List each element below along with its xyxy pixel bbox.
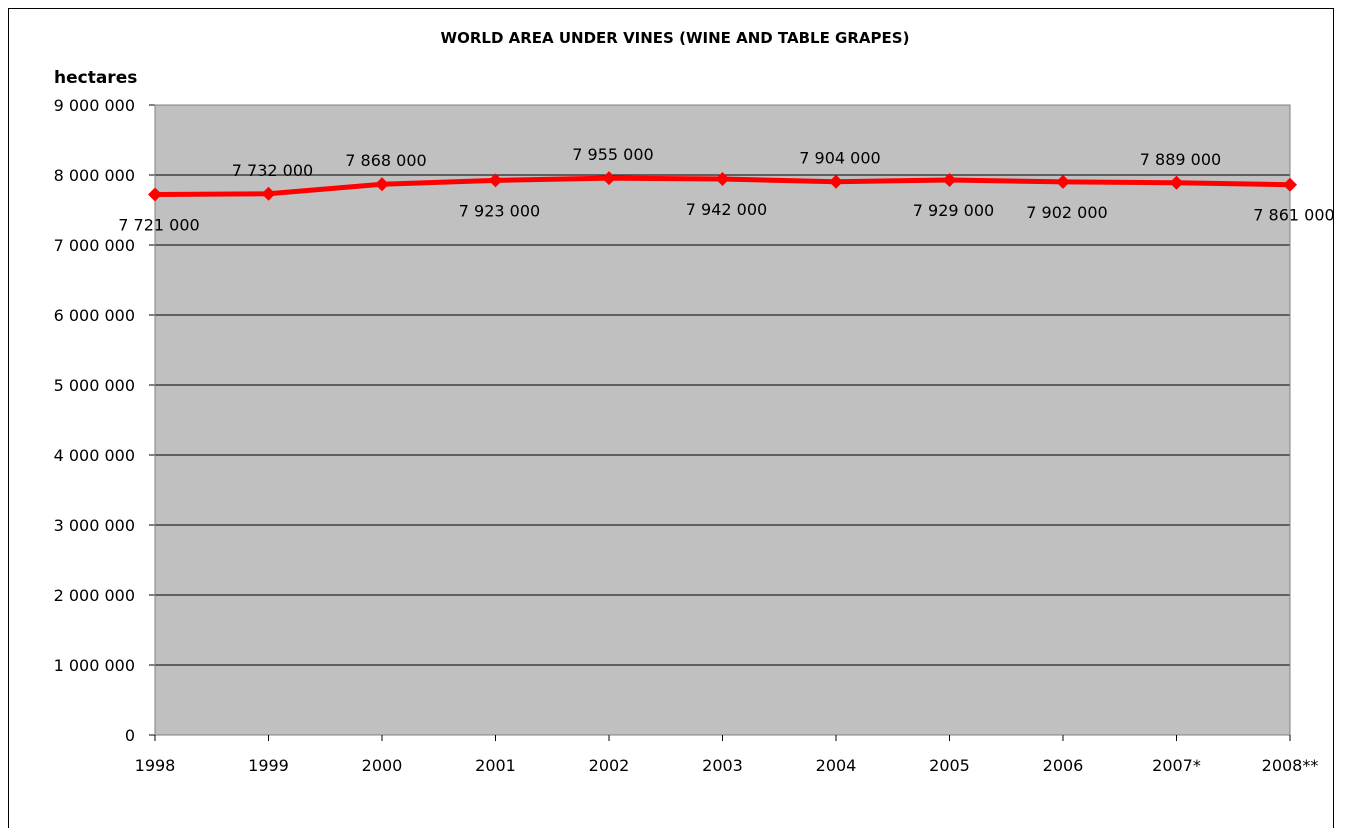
grid-lines [155, 104, 1290, 666]
data-point-marker [602, 171, 616, 186]
y-tick-label: 1 000 000 [54, 656, 135, 675]
data-label: 7 868 000 [345, 151, 426, 170]
x-tick-labels: 1998 1999 2000 2001 2002 2003 2004 2005 2006 2007… [135, 756, 1319, 775]
data-label: 7 942 000 [686, 200, 767, 219]
data-label: 7 923 000 [459, 201, 540, 220]
data-label: 7 861 000 [1253, 206, 1334, 225]
y-tick-label: 7 000 000 [54, 236, 135, 255]
data-label: 7 732 000 [232, 161, 313, 180]
y-tick-labels: 0 1 000 000 2 000 000 3 000 000 4 000 000 5 0… [54, 96, 135, 745]
chart-title: WORLD AREA UNDER VINES (WINE AND TABLE G… [441, 29, 910, 47]
data-point-marker [1169, 175, 1184, 190]
axes [149, 104, 1291, 741]
data-point-marker [1283, 177, 1297, 192]
data-label: 7 889 000 [1140, 150, 1221, 169]
x-tick-label: 2005 [929, 756, 970, 775]
y-tick-label: 3 000 000 [54, 516, 135, 535]
x-tick-label: 2007* [1152, 756, 1201, 775]
series-group [148, 171, 1297, 202]
x-tick-label: 1999 [248, 756, 289, 775]
data-point-marker [1056, 174, 1070, 189]
y-tick-label: 0 [125, 726, 135, 745]
y-tick-label: 5 000 000 [54, 376, 135, 395]
data-labels: 7 721 000 7 732 000 7 868 000 7 923 000 7 95… [118, 145, 1334, 234]
y-tick-label: 9 000 000 [54, 96, 135, 115]
data-label: 7 721 000 [118, 216, 199, 235]
x-tick-label: 2001 [475, 756, 516, 775]
x-tick-label: 2008** [1262, 756, 1319, 775]
data-point-marker [148, 187, 162, 202]
x-tick-label: 2003 [702, 756, 743, 775]
x-tick-label: 2000 [362, 756, 403, 775]
data-label: 7 902 000 [1026, 203, 1107, 222]
y-tick-label: 8 000 000 [54, 166, 135, 185]
data-point-marker [942, 172, 957, 187]
data-point-marker [829, 174, 843, 189]
x-tick-label: 1998 [135, 756, 176, 775]
x-tick-label: 2002 [589, 756, 630, 775]
data-point-marker [715, 172, 730, 187]
data-label: 7 904 000 [799, 149, 880, 168]
x-tick-label: 2006 [1043, 756, 1084, 775]
data-point-marker [488, 173, 503, 188]
data-point-marker [261, 186, 276, 201]
data-label: 7 955 000 [572, 145, 653, 164]
y-axis-label: hectares [54, 68, 137, 88]
data-point-marker [375, 177, 389, 192]
data-label: 7 929 000 [913, 201, 994, 220]
x-tick-label: 2004 [816, 756, 857, 775]
y-tick-label: 2 000 000 [54, 586, 135, 605]
y-tick-label: 6 000 000 [54, 306, 135, 325]
plot-area [155, 105, 1290, 735]
y-tick-label: 4 000 000 [54, 446, 135, 465]
